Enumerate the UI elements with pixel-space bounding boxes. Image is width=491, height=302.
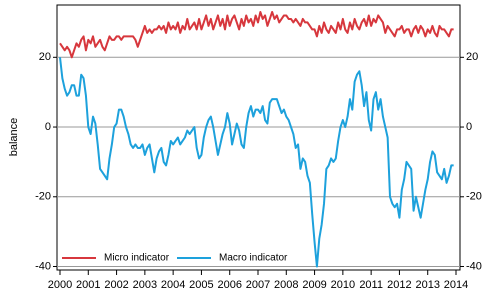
legend-label: Micro indicator [104, 253, 170, 264]
legend-label: Macro indicator [219, 253, 288, 264]
y-tick-label: 0 [45, 121, 51, 133]
y-tick-label: 20 [39, 51, 51, 63]
x-tick-label: 2014 [444, 279, 468, 291]
y2-tick-label: 20 [466, 51, 478, 63]
x-tick-label: 2001 [76, 279, 100, 291]
x-tick-label: 2009 [302, 279, 326, 291]
plot-frame [56, 4, 461, 271]
y-tick-label: -40 [35, 260, 51, 272]
x-tick-label: 2002 [104, 279, 128, 291]
x-tick-label: 2005 [189, 279, 213, 291]
x-tick-label: 2000 [48, 279, 72, 291]
y-axis-label: balance [8, 118, 20, 157]
y2-tick-label: -40 [466, 260, 482, 272]
x-tick-label: 2004 [161, 279, 185, 291]
x-tick-label: 2003 [133, 279, 157, 291]
x-tick-label: 2010 [331, 279, 355, 291]
y2-tick-label: 0 [466, 121, 472, 133]
x-tick-label: 2012 [387, 279, 411, 291]
x-tick-label: 2006 [217, 279, 241, 291]
series-line [59, 57, 454, 268]
x-tick-label: 2013 [415, 279, 439, 291]
x-tick-label: 2011 [359, 279, 383, 291]
x-tick-label: 2008 [274, 279, 298, 291]
y2-tick-label: -20 [466, 191, 482, 203]
x-tick-label: 2007 [246, 279, 270, 291]
series-line [59, 10, 454, 59]
y-tick-label: -20 [35, 191, 51, 203]
